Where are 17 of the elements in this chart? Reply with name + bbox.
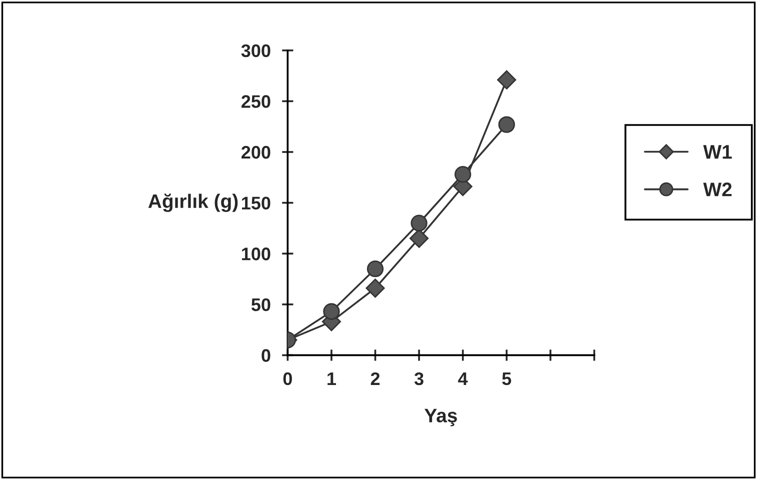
x-tick-label: 3 bbox=[414, 372, 424, 386]
y-axis-title: Ağırlık (g) bbox=[148, 194, 238, 212]
x-tick-label: 4 bbox=[458, 372, 468, 385]
x-axis-title: Yaş bbox=[424, 408, 457, 426]
y-tick-label: 50 bbox=[251, 298, 270, 312]
y-tick-label: 300 bbox=[241, 44, 270, 58]
legend-label: W1 bbox=[703, 145, 732, 159]
y-tick-label: 200 bbox=[242, 146, 270, 159]
x-tick-label: 1 bbox=[328, 372, 336, 385]
y-tick-label: 0 bbox=[262, 349, 270, 362]
y-tick-label: 100 bbox=[242, 248, 270, 260]
y-tick-label: 150 bbox=[242, 196, 270, 210]
x-tick-label: 0 bbox=[283, 372, 292, 386]
x-tick-label: 5 bbox=[502, 372, 512, 386]
x-tick-label: 2 bbox=[370, 372, 380, 385]
legend-label: W2 bbox=[703, 182, 732, 196]
y-tick-label: 250 bbox=[242, 95, 270, 108]
